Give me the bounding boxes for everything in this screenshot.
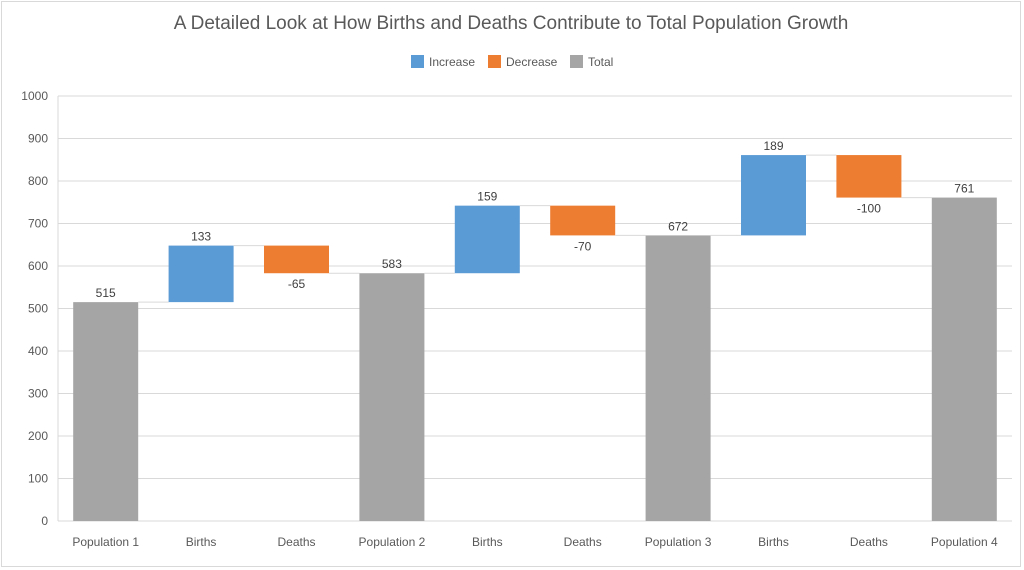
x-tick-label: Births — [472, 535, 503, 549]
legend-swatch-increase — [411, 55, 424, 68]
x-tick-label: Population 2 — [359, 535, 426, 549]
bar-decrease — [264, 245, 329, 274]
y-tick-label: 0 — [41, 514, 48, 528]
legend-label-increase: Increase — [429, 55, 475, 69]
y-tick-label: 300 — [28, 387, 48, 401]
gridlines: 0 100 200 300 400 500 600 700 800 900 1000 — [21, 89, 1012, 528]
legend-label-total: Total — [588, 55, 613, 69]
bar-decrease — [550, 205, 616, 236]
data-label: 672 — [668, 219, 688, 233]
data-label: 761 — [954, 182, 974, 196]
bar-decrease — [836, 155, 902, 198]
data-label: -65 — [288, 277, 306, 291]
bar-increase — [741, 155, 806, 236]
legend-label-decrease: Decrease — [506, 55, 558, 69]
legend: Increase Decrease Total — [411, 55, 613, 69]
y-tick-label: 900 — [28, 132, 48, 146]
bar-increase — [168, 245, 234, 303]
legend-swatch-total — [570, 55, 583, 68]
y-tick-label: 500 — [28, 302, 48, 316]
data-label: 515 — [96, 286, 116, 300]
y-tick-label: 400 — [28, 344, 48, 358]
data-label: 583 — [382, 257, 402, 271]
y-tick-label: 700 — [28, 217, 48, 231]
y-tick-label: 600 — [28, 259, 48, 273]
y-tick-label: 200 — [28, 429, 48, 443]
bar-total — [73, 302, 139, 521]
x-tick-label: Births — [758, 535, 789, 549]
data-label: -70 — [574, 239, 592, 253]
x-tick-label: Population 4 — [931, 535, 998, 549]
x-tick-label: Deaths — [564, 535, 602, 549]
data-label: 159 — [477, 190, 497, 204]
bar-total — [931, 197, 997, 521]
data-label: 189 — [763, 139, 783, 153]
bar-increase — [454, 205, 520, 274]
data-label: 133 — [191, 230, 211, 244]
legend-swatch-decrease — [488, 55, 501, 68]
x-tick-label: Population 3 — [645, 535, 712, 549]
x-tick-label: Deaths — [277, 535, 315, 549]
bar-total — [645, 235, 711, 521]
bar-total — [359, 273, 425, 521]
y-tick-label: 100 — [28, 472, 48, 486]
y-tick-label: 800 — [28, 174, 48, 188]
chart-title: A Detailed Look at How Births and Deaths… — [174, 13, 849, 34]
x-tick-label: Deaths — [850, 535, 888, 549]
y-tick-label: 1000 — [21, 89, 48, 103]
data-label: -100 — [857, 202, 881, 216]
x-tick-label: Population 1 — [72, 535, 139, 549]
bars: 515 Population 1 133 Births -65 Deaths 583 Popu… — [72, 139, 998, 549]
x-tick-label: Births — [186, 535, 217, 549]
